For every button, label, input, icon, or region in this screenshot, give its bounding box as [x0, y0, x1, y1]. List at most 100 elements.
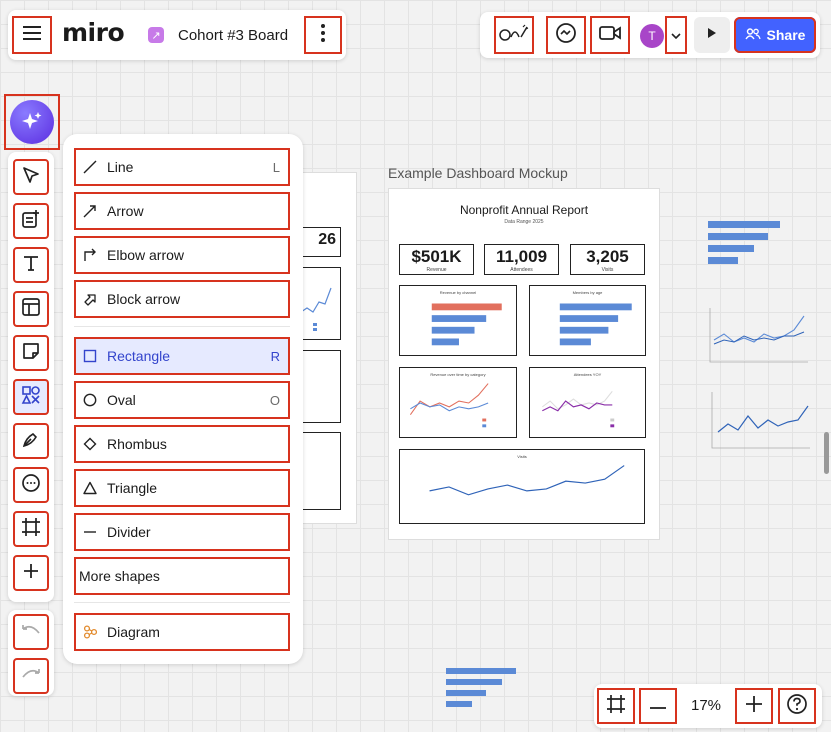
- help-button[interactable]: [778, 688, 816, 724]
- diagram-item[interactable]: Diagram: [74, 613, 290, 651]
- board-icon: ↗: [148, 27, 164, 43]
- kpi-card-attendees: 11,009 Attendees: [484, 244, 559, 275]
- shortcut-key: L: [272, 159, 280, 175]
- more-shapes-item[interactable]: More shapes: [74, 557, 290, 595]
- zoom-out-button[interactable]: [639, 688, 677, 724]
- dashboard-frame[interactable]: Nonprofit Annual Report Data Range 2025 …: [388, 188, 660, 540]
- shape-item-triangle[interactable]: Triangle: [74, 469, 290, 507]
- comment-tool[interactable]: [13, 467, 49, 503]
- plus-icon: [22, 562, 40, 585]
- rhombus-icon: [82, 437, 98, 451]
- canvas-line-chart-right-1[interactable]: [706, 306, 811, 368]
- rectangle-icon: [82, 349, 98, 363]
- frame-label[interactable]: Example Dashboard Mockup: [388, 165, 568, 181]
- kpi-label: Attendees: [510, 266, 533, 273]
- canvas-line-chart-right-2[interactable]: [708, 392, 813, 454]
- note-add-icon: [21, 209, 41, 234]
- comments-button[interactable]: [546, 16, 586, 54]
- user-avatar[interactable]: T: [640, 24, 664, 48]
- templates-tool[interactable]: [13, 203, 49, 239]
- report-title: Nonprofit Annual Report: [459, 203, 589, 217]
- board-title[interactable]: Cohort #3 Board: [178, 27, 289, 44]
- shape-item-block-arrow[interactable]: Block arrow: [74, 280, 290, 318]
- present-button[interactable]: [694, 17, 730, 53]
- menu-divider: [74, 602, 290, 603]
- triangle-icon: [82, 481, 98, 495]
- sticky-note-tool[interactable]: [13, 335, 49, 371]
- chart-title: Revenue over time by category: [430, 372, 486, 377]
- shape-item-rectangle[interactable]: Rectangle R: [74, 337, 290, 375]
- pen-icon: [21, 429, 41, 454]
- menu-divider: [74, 326, 290, 327]
- kpi-label: Visits: [601, 266, 614, 273]
- frame-tool[interactable]: [13, 511, 49, 547]
- zoom-toolbar: [594, 684, 822, 728]
- more-tools-button[interactable]: [13, 555, 49, 591]
- shape-item-label: Divider: [107, 524, 151, 540]
- shape-item-label: Line: [107, 159, 134, 175]
- text-tool[interactable]: [13, 247, 49, 283]
- fit-to-screen-button[interactable]: [597, 688, 635, 724]
- layout-icon: [21, 297, 41, 322]
- undo-icon: [21, 623, 41, 642]
- shapes-popover: [63, 134, 303, 664]
- shape-item-label: Diagram: [107, 624, 160, 640]
- zoom-in-button[interactable]: [735, 688, 773, 724]
- shape-item-elbow-arrow[interactable]: Elbow arrow: [74, 236, 290, 274]
- top-left-toolbar: [8, 10, 346, 60]
- ai-assistant-button[interactable]: [4, 94, 60, 150]
- kpi-card-visits: 3,205 Visits: [570, 244, 645, 275]
- arrow-icon: [82, 204, 98, 218]
- main-menu-button[interactable]: [12, 16, 52, 54]
- kpi-value: 11,009: [495, 246, 548, 266]
- partial-chart-2: [296, 350, 341, 423]
- vertical-scrollbar[interactable]: [824, 432, 829, 474]
- chart-title: Members by age: [572, 290, 603, 295]
- zoom-level[interactable]: 17%: [690, 697, 722, 714]
- shapes-tool[interactable]: [13, 379, 49, 415]
- cursor-icon: [21, 165, 41, 190]
- kpi-label: Revenue: [426, 266, 447, 273]
- oval-icon: [82, 393, 98, 407]
- chart-title: Revenue by channel: [439, 290, 477, 295]
- shape-item-divider[interactable]: Divider: [74, 513, 290, 551]
- frame-icon: [21, 517, 41, 542]
- divider-icon: [82, 525, 98, 539]
- canvas-bar-chart-bottom[interactable]: [424, 665, 524, 711]
- shape-item-oval[interactable]: Oval O: [74, 381, 290, 419]
- pen-tool[interactable]: [13, 423, 49, 459]
- redo-button[interactable]: [13, 658, 49, 694]
- sticky-note-icon: [21, 341, 41, 366]
- collaborators-dropdown[interactable]: [665, 16, 687, 54]
- canvas-bar-chart-right[interactable]: [690, 218, 790, 268]
- kpi-value: 3,205: [586, 246, 629, 266]
- share-button[interactable]: Share: [734, 17, 816, 53]
- text-icon: [22, 254, 40, 277]
- frame-layout-tool[interactable]: [13, 291, 49, 327]
- line-icon: [82, 160, 98, 174]
- shape-item-line[interactable]: Line L: [74, 148, 290, 186]
- select-tool[interactable]: [13, 159, 49, 195]
- reactions-button[interactable]: [494, 16, 534, 54]
- redo-icon: [21, 667, 41, 686]
- report-subtitle: Data Range 2025: [504, 219, 544, 225]
- shape-item-label: Arrow: [107, 203, 144, 219]
- miro-logo: miro: [62, 18, 125, 47]
- shape-item-label: Rhombus: [107, 436, 167, 452]
- video-camera-icon: [599, 25, 621, 46]
- chevron-down-icon: [671, 26, 681, 44]
- shape-item-label: Rectangle: [107, 348, 171, 364]
- shape-item-rhombus[interactable]: Rhombus: [74, 425, 290, 463]
- visits-line-chart: Visits: [399, 449, 645, 524]
- shape-item-label: Triangle: [107, 480, 158, 496]
- sparkles-icon: [10, 100, 54, 144]
- video-call-button[interactable]: [590, 16, 630, 54]
- partial-kpi-value: 26: [318, 231, 336, 248]
- attendees-line-chart: Attendees YOY: [529, 367, 646, 438]
- block-arrow-icon: [82, 292, 98, 306]
- board-more-button[interactable]: [304, 16, 342, 54]
- shape-item-label: More shapes: [79, 568, 160, 584]
- undo-button[interactable]: [13, 614, 49, 650]
- members-bar-chart: Members by age: [529, 285, 646, 356]
- shape-item-arrow[interactable]: Arrow: [74, 192, 290, 230]
